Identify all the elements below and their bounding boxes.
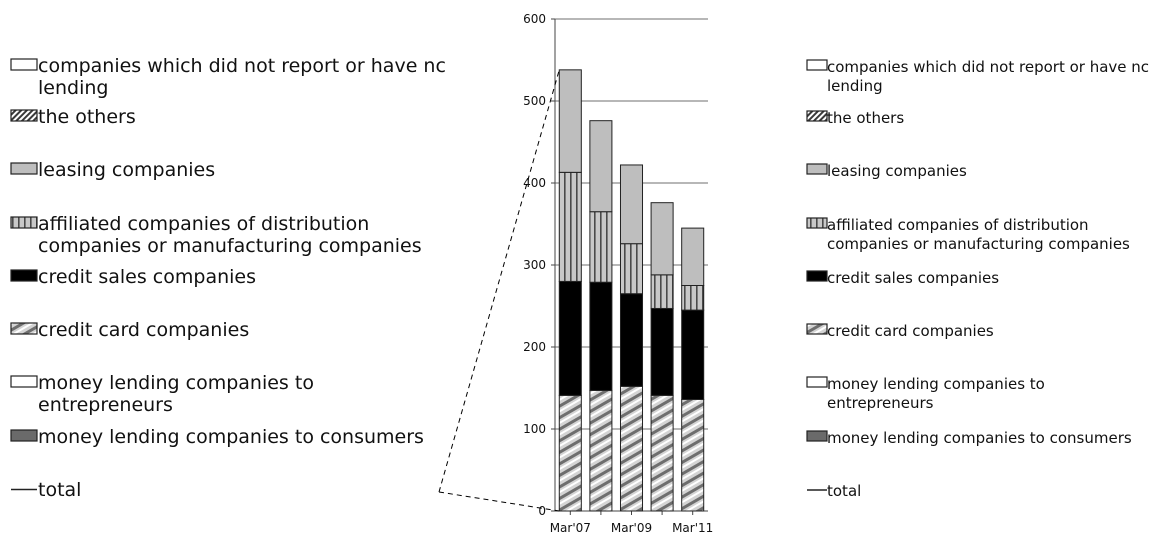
bar-segment (558, 280, 582, 396)
legend-swatch (806, 59, 828, 71)
bar-segment (589, 120, 613, 213)
bar-segment (619, 243, 644, 295)
legend-label: companies which did not report or have n… (827, 58, 1149, 76)
legend-label: affiliated companies of distribution (38, 213, 369, 235)
legend-label: money lending companies to consumers (827, 429, 1132, 447)
x-tick-label: Mar'11 (672, 521, 713, 535)
legend-label: total (38, 479, 81, 501)
callout-line-bottom (438, 491, 560, 512)
legend-label: companies which did not report or have n… (38, 55, 446, 77)
callout-line-top (438, 69, 560, 493)
legend-swatch (10, 58, 38, 71)
legend-swatch (10, 429, 38, 442)
bar-segment (681, 227, 705, 287)
bar-segment (619, 385, 644, 512)
y-tick-label: 400 (523, 176, 546, 190)
legend-label: affiliated companies of distribution (827, 216, 1089, 234)
x-tick-label: Mar'09 (611, 521, 652, 535)
y-tick-label: 100 (523, 422, 546, 436)
bar-segment (681, 309, 705, 400)
y-tick-label: 500 (523, 94, 546, 108)
legend-label: the others (827, 109, 904, 127)
bar-segment (650, 202, 674, 276)
bar-segment (650, 274, 674, 309)
bar-segment (558, 394, 582, 512)
bar-segment (558, 171, 582, 282)
legend-label: credit card companies (827, 322, 994, 340)
bar-segment (650, 394, 674, 512)
legend-label: money lending companies to (38, 372, 314, 394)
legend-swatch (806, 163, 828, 175)
legend-swatch (10, 162, 38, 175)
legend-label: credit sales companies (38, 266, 256, 288)
legend-swatch (10, 109, 38, 122)
y-tick-label: 0 (538, 504, 546, 518)
legend-swatch (10, 375, 38, 388)
legend-right: companies which did not report or have n… (806, 58, 1149, 500)
bar-segment (650, 307, 674, 396)
legend-label: money lending companies to consumers (38, 426, 424, 448)
legend-swatch (806, 110, 828, 122)
legend-swatch (10, 216, 38, 229)
legend-label: credit card companies (38, 319, 249, 341)
callout-lines (438, 69, 560, 512)
legend-swatch (806, 430, 828, 442)
legend-label: lending (827, 77, 883, 95)
x-tick-label: Mar'07 (550, 521, 591, 535)
bar-segment (619, 164, 644, 245)
legend-swatch (806, 376, 828, 388)
bar-segment (589, 211, 613, 283)
legend-swatch (10, 269, 38, 282)
legend-label: entrepreneurs (38, 394, 173, 416)
bar-segment (558, 69, 582, 173)
legend-label: credit sales companies (827, 269, 999, 287)
bar-segment (619, 293, 644, 387)
legend-label: entrepreneurs (827, 394, 934, 412)
legend-label: the others (38, 106, 136, 128)
y-tick-label: 600 (523, 12, 546, 26)
legend-label: total (827, 482, 861, 500)
legend-label: companies or manufacturing companies (827, 235, 1130, 253)
legend-label: money lending companies to (827, 375, 1045, 393)
bars (558, 69, 705, 512)
legend-swatch (806, 270, 828, 282)
bar-segment (681, 285, 705, 311)
legend-left: companies which did not report or have n… (10, 55, 446, 501)
legend-label: leasing companies (827, 162, 967, 180)
legend-swatch (806, 217, 828, 229)
legend-label: leasing companies (38, 159, 215, 181)
y-tick-label: 300 (523, 258, 546, 272)
bar-segment (589, 281, 613, 391)
legend-label: lending (38, 77, 108, 99)
legend-swatch (806, 323, 828, 335)
bar-segment (681, 398, 705, 512)
y-tick-label: 200 (523, 340, 546, 354)
bar-segment (589, 389, 613, 512)
legend-label: companies or manufacturing companies (38, 235, 422, 257)
legend-swatch (10, 322, 38, 335)
